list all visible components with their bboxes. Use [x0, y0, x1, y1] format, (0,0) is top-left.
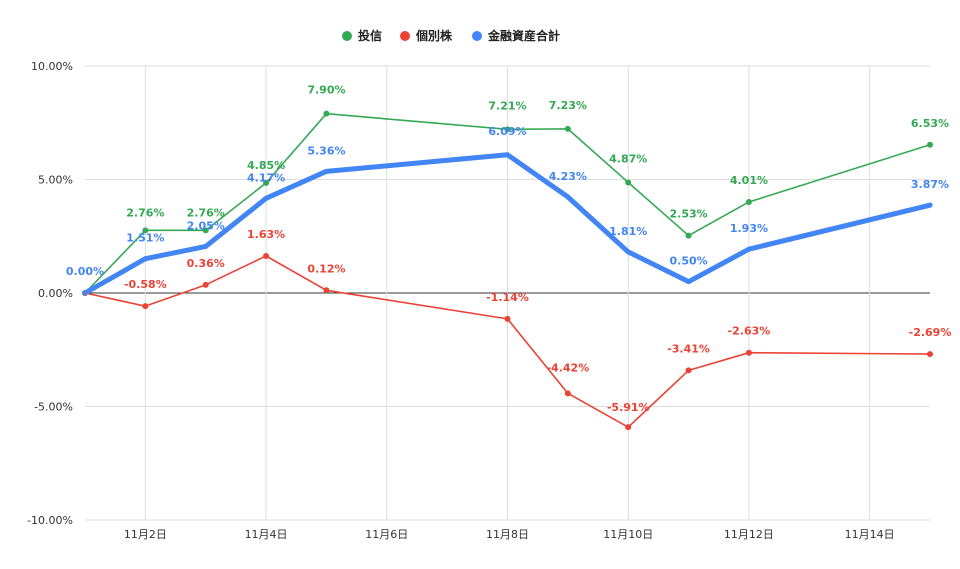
data-point — [564, 390, 571, 397]
data-label: 5.36% — [307, 144, 345, 157]
data-label: 7.21% — [488, 99, 526, 112]
data-labels-layer: 2.76% 2.76% 4.85% 7.90% 7.21% 7.23% 4.87% 2.53%… — [66, 84, 951, 414]
data-point — [927, 351, 933, 358]
data-label: 4.85% — [247, 159, 285, 172]
data-label: -1.14% — [486, 291, 529, 304]
legend-label: 金融資産合計 — [487, 28, 560, 43]
data-point — [746, 246, 752, 252]
data-label: -4.42% — [546, 361, 589, 374]
data-label: 2.76% — [126, 206, 164, 219]
data-label: -3.41% — [667, 342, 710, 355]
data-point — [564, 125, 571, 132]
data-label: 7.90% — [307, 84, 345, 97]
data-label: 1.51% — [126, 232, 164, 245]
data-point — [745, 349, 752, 356]
data-point — [263, 195, 269, 201]
data-point — [323, 110, 330, 117]
data-point — [202, 281, 209, 288]
x-tick-label: 11月6日 — [365, 528, 408, 541]
x-tick-label: 11月2日 — [124, 528, 167, 541]
data-point — [263, 179, 270, 186]
data-label: -5.91% — [607, 401, 650, 414]
data-point — [685, 232, 692, 239]
data-point — [263, 252, 270, 259]
data-label: 0.36% — [187, 257, 225, 270]
legend-label: 投信 — [358, 28, 382, 43]
data-point — [323, 287, 330, 294]
data-label: 4.87% — [609, 152, 647, 165]
data-point — [202, 227, 209, 234]
legend-marker — [400, 31, 410, 41]
data-point — [625, 424, 632, 431]
data-point — [685, 367, 692, 374]
data-label: 0.50% — [669, 255, 707, 268]
data-point — [203, 243, 209, 249]
data-point — [142, 303, 149, 310]
x-tick-label: 11月4日 — [245, 528, 288, 541]
data-label: 2.53% — [669, 208, 707, 221]
x-tick-label: 11月8日 — [486, 528, 529, 541]
legend-marker — [472, 31, 482, 41]
y-tick-label: 10.00% — [31, 60, 73, 73]
y-tick-label: -10.00% — [27, 514, 73, 527]
data-point — [504, 126, 511, 133]
data-label: 4.01% — [730, 174, 768, 187]
data-point — [745, 198, 752, 205]
data-point — [142, 227, 149, 234]
data-point — [927, 141, 933, 148]
data-point — [565, 194, 571, 200]
y-tick-label: 0.00% — [38, 287, 73, 300]
data-label: 2.76% — [187, 206, 225, 219]
data-point — [323, 168, 329, 174]
legend-marker — [342, 31, 352, 41]
data-point — [625, 179, 632, 186]
x-tick-label: 11月12日 — [724, 528, 774, 541]
y-tick-label: 5.00% — [38, 174, 73, 187]
data-label: 6.09% — [488, 125, 526, 138]
data-point — [686, 279, 692, 285]
data-point — [927, 202, 933, 208]
data-point — [504, 315, 511, 322]
data-label: 7.23% — [549, 99, 587, 112]
data-label: 2.05% — [187, 219, 225, 232]
data-point — [625, 249, 631, 255]
data-label: 0.12% — [307, 262, 345, 275]
data-label: 3.87% — [911, 178, 949, 191]
data-point — [82, 290, 88, 296]
legend: 投信 個別株 金融資産合計 — [342, 28, 560, 43]
data-label: 1.81% — [609, 225, 647, 238]
data-label: 0.00% — [66, 265, 104, 278]
y-tick-label: -5.00% — [34, 401, 73, 414]
x-tick-label: 11月10日 — [603, 528, 653, 541]
legend-label: 個別株 — [415, 28, 453, 43]
grid-lines — [85, 65, 930, 521]
data-label: 1.63% — [247, 228, 285, 241]
data-point — [142, 256, 148, 262]
data-point — [505, 152, 510, 158]
data-label: -2.69% — [909, 326, 952, 339]
data-label: -2.63% — [728, 325, 771, 338]
x-axis-ticks: 11月2日 11月4日 11月6日 11月8日 11月10日 11月12日 11月14日 — [124, 528, 895, 541]
x-tick-label: 11月14日 — [845, 528, 895, 541]
data-label: 6.53% — [911, 117, 949, 130]
data-label: 4.17% — [247, 171, 285, 184]
data-label: 4.23% — [549, 170, 587, 183]
data-label: 1.93% — [730, 222, 768, 235]
series-layer — [82, 110, 933, 431]
data-label: -0.58% — [124, 278, 167, 291]
y-axis-ticks: 10.00% 5.00% 0.00% -5.00% -10.00% — [27, 60, 73, 527]
